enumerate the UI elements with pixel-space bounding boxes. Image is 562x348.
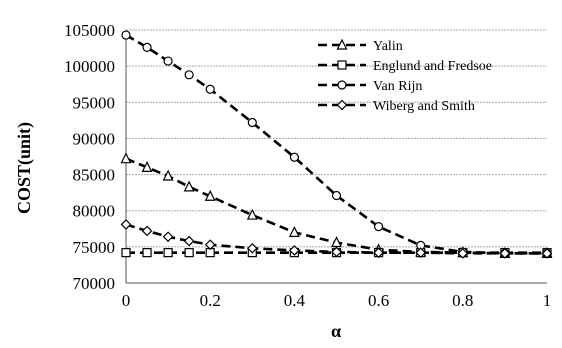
x-axis-title: α xyxy=(331,321,341,341)
data-point xyxy=(120,219,132,230)
x-tick-label: 0.4 xyxy=(284,291,306,310)
data-point xyxy=(184,70,194,80)
x-tick-label: 0.6 xyxy=(368,291,389,310)
legend-item: Yalin xyxy=(318,38,403,54)
y-tick-labels: 70000 75000 80000 85000 90000 95000 100000 1050… xyxy=(64,21,115,293)
data-point xyxy=(163,248,173,258)
data-point xyxy=(331,190,342,201)
legend-item: Van Rijn xyxy=(318,79,422,94)
y-tick-label: 85000 xyxy=(73,166,116,185)
series-wiberg-and-smith xyxy=(120,219,553,259)
data-point xyxy=(415,247,427,258)
data-point xyxy=(457,248,469,259)
data-point xyxy=(289,152,299,162)
data-point xyxy=(142,42,152,52)
series-lines xyxy=(120,30,553,259)
data-point xyxy=(246,208,258,220)
y-tick-label: 105000 xyxy=(64,21,115,40)
x-tick-label: 0 xyxy=(122,291,131,310)
legend-marker xyxy=(336,99,348,111)
data-point xyxy=(541,248,553,259)
y-tick-label: 90000 xyxy=(73,129,116,148)
data-point xyxy=(183,235,195,247)
data-point xyxy=(121,30,131,40)
data-point xyxy=(163,56,173,66)
data-point xyxy=(289,245,300,256)
data-point xyxy=(141,225,153,237)
legend-label: Englund and Fredsoe xyxy=(373,59,492,74)
legend-item: Englund and Fredsoe xyxy=(318,59,492,74)
y-axis-title: COST(unit) xyxy=(14,122,35,214)
legend-label: Wiberg and Smith xyxy=(373,99,475,114)
data-point xyxy=(120,152,132,164)
data-point xyxy=(162,231,174,243)
data-point xyxy=(373,247,384,258)
legend-marker xyxy=(337,80,347,90)
data-point xyxy=(499,248,511,259)
data-point xyxy=(204,189,216,201)
data-point xyxy=(183,180,195,192)
y-tick-label: 95000 xyxy=(73,93,116,112)
data-point xyxy=(184,248,194,258)
data-point xyxy=(162,169,174,181)
data-point xyxy=(331,246,342,258)
data-point xyxy=(288,226,300,237)
data-point xyxy=(247,117,257,128)
legend-marker xyxy=(337,60,347,70)
x-tick-label: 0.8 xyxy=(452,291,473,310)
y-tick-label: 70000 xyxy=(73,274,116,293)
data-point xyxy=(374,222,384,232)
legend-label: Yalin xyxy=(373,39,403,54)
data-point xyxy=(246,242,258,254)
x-tick-label: 0.2 xyxy=(200,291,221,310)
legend: Yalin Englund and Fredsoe Van Rijn Wiberg a… xyxy=(318,38,492,114)
x-tick-label: 1 xyxy=(543,291,552,310)
data-point xyxy=(142,248,152,258)
legend-item: Wiberg and Smith xyxy=(318,99,475,114)
data-point xyxy=(121,248,131,258)
y-tick-label: 100000 xyxy=(64,57,115,76)
legend-label: Van Rijn xyxy=(373,79,422,94)
data-point xyxy=(141,161,153,172)
y-tick-label: 80000 xyxy=(73,202,116,221)
legend-marker xyxy=(336,38,348,50)
data-point xyxy=(205,84,215,94)
x-tick-labels: 0 0.2 0.4 0.6 0.8 1 xyxy=(122,291,552,310)
y-tick-label: 75000 xyxy=(73,238,116,257)
data-point xyxy=(331,236,342,248)
data-point xyxy=(204,239,216,251)
